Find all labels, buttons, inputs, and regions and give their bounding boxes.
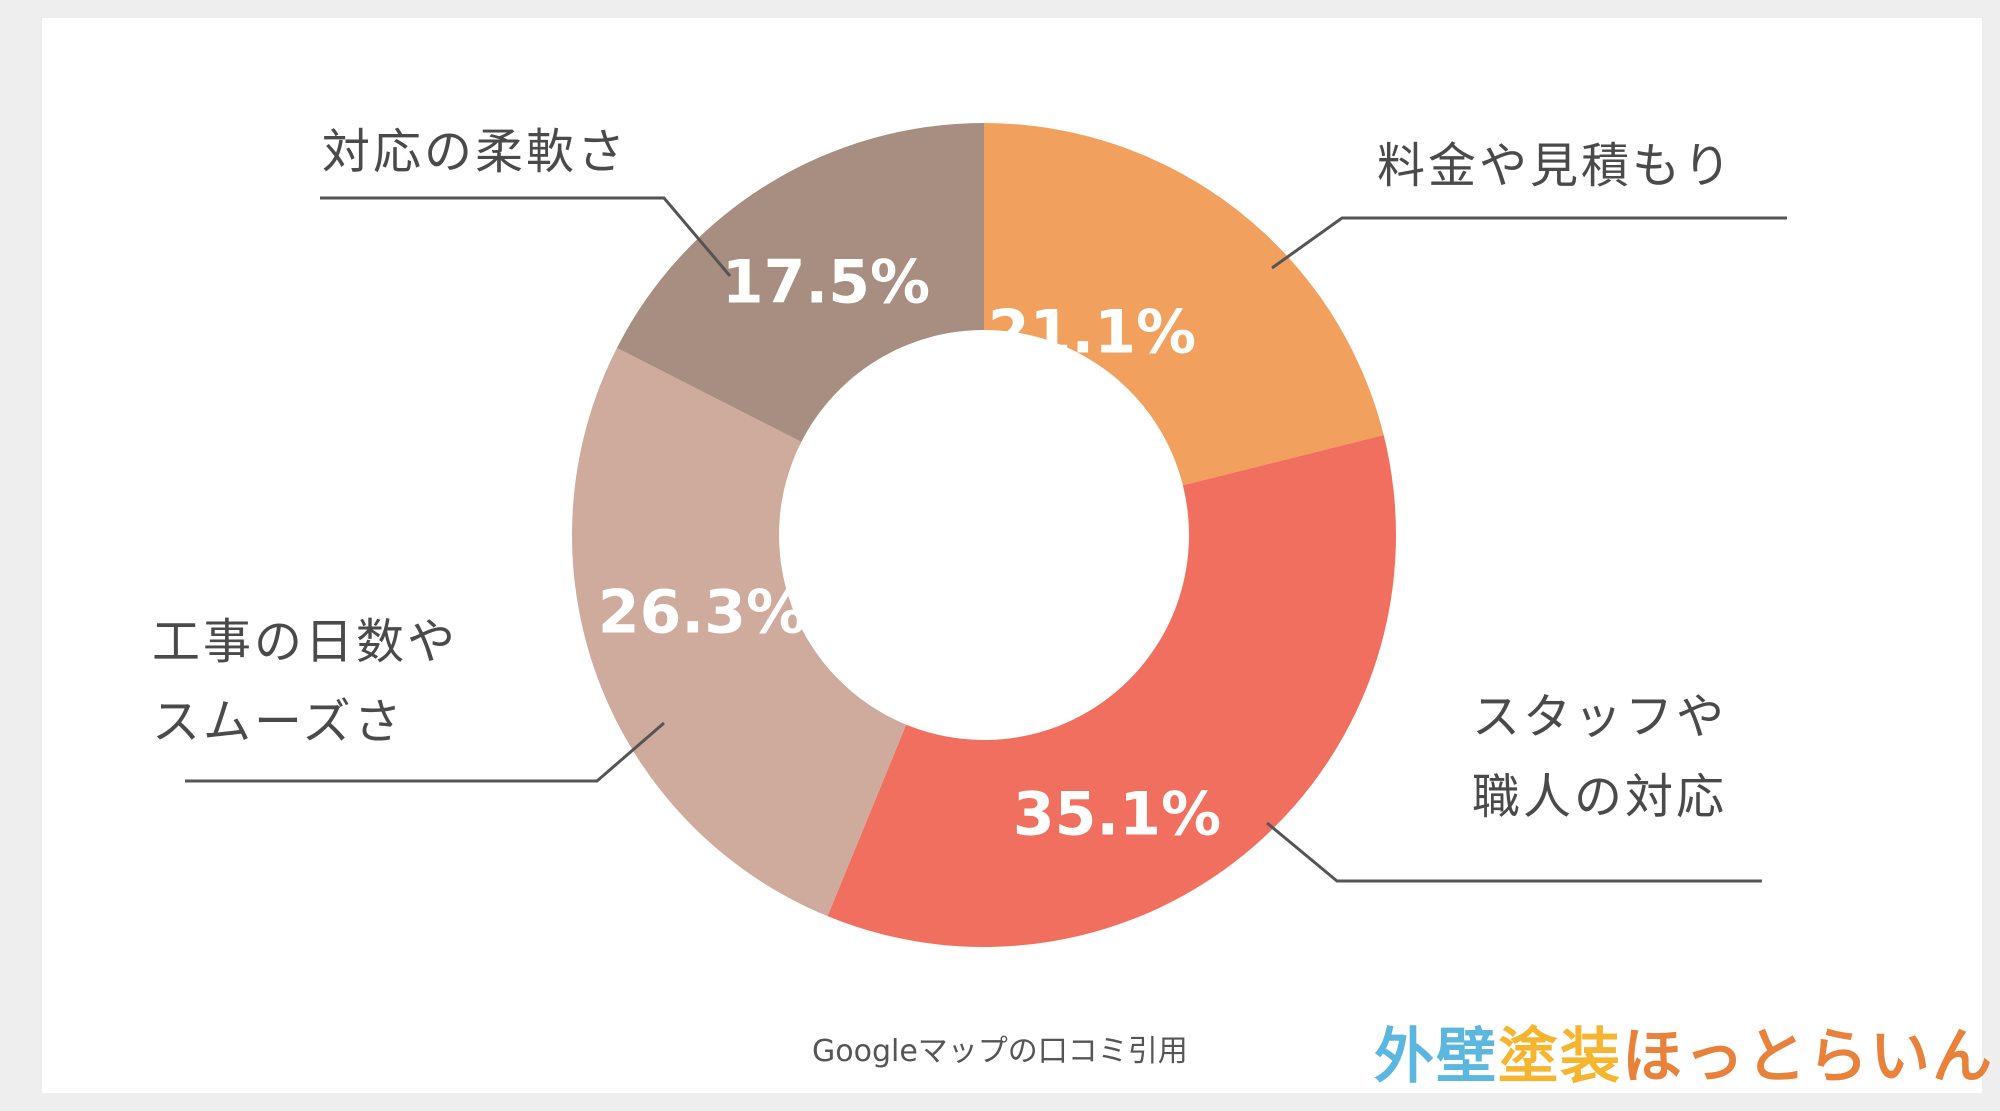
percentage-label: 21.1% [988, 298, 1196, 368]
category-label: 対応の柔軟さ [322, 124, 628, 180]
percentage-label: 26.3% [598, 578, 806, 648]
category-label-line: 職人の対応 [1472, 769, 1727, 825]
brand-logo: 外壁塗装ほっとらいん [1374, 1008, 1994, 1095]
donut-slice [984, 123, 1384, 486]
leader-line [185, 721, 665, 783]
category-label-line: 対応の柔軟さ [322, 124, 628, 180]
category-label-line: スタッフや [1472, 689, 1727, 745]
leader-line [1266, 821, 1762, 883]
category-label-line: スムーズさ [152, 694, 405, 750]
leader-line [1271, 216, 1787, 270]
logo-part: 塗装 [1498, 1022, 1622, 1092]
donut-slices [572, 123, 1396, 947]
source-note: Googleマップの口コミ引用 [812, 1034, 1188, 1069]
percentage-label: 17.5% [722, 248, 930, 318]
category-label-line: 工事の日数や [152, 614, 458, 670]
percentage-labels: 21.1% 35.1% 26.3% 17.5% [598, 248, 1221, 850]
donut-slice [616, 123, 984, 442]
donut-slice [572, 347, 907, 917]
logo-part: ほっとらいん [1622, 1022, 1994, 1092]
category-label-line: 料金や見積もり [1377, 138, 1734, 194]
category-label: 工事の日数やスムーズさ [152, 614, 458, 750]
leader-line [320, 196, 732, 277]
donut-slice [827, 435, 1396, 947]
chart-card: 料金や見積もりスタッフや職人の対応 工事の日数やスムーズさ 対応の柔軟さ 21.1%… [42, 18, 1992, 1093]
leader-lines [185, 196, 1787, 883]
category-label: スタッフや職人の対応 [1472, 689, 1727, 825]
percentage-label: 35.1% [1013, 780, 1221, 850]
logo-part: 外壁 [1374, 1022, 1498, 1092]
category-label: 料金や見積もり [1377, 138, 1734, 194]
